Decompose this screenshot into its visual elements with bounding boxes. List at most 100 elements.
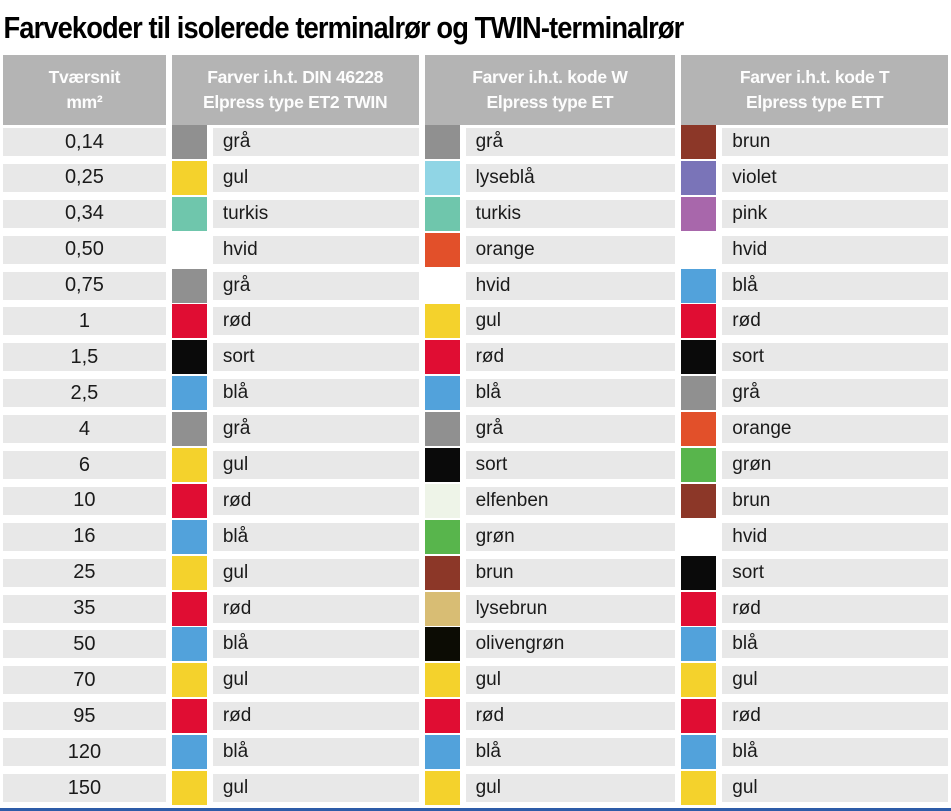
kode-w-color-label: hvid [465, 271, 676, 300]
kode-w-color-label: gul [465, 307, 676, 336]
kode-w-color-swatch [424, 555, 460, 590]
din-color-label: gul [212, 774, 419, 803]
cross-section-value: 95 [3, 702, 166, 731]
cross-section-value: 150 [3, 774, 166, 803]
table-row: 2,5 blå blå grå [3, 376, 949, 411]
kode-w-color-swatch [424, 125, 460, 159]
kode-t-color-label: sort [722, 558, 949, 587]
table-row: 10 rød elfenben brun [3, 483, 949, 518]
header-kode-w: Farver i.h.t. kode W Elpress type ET [424, 55, 676, 125]
page-title: Farvekoder til isolerede terminalrør og … [3, 10, 685, 45]
kode-t-color-label: hvid [722, 235, 949, 264]
din-color-cell: gul [171, 555, 419, 590]
kode-w-color-swatch [424, 376, 460, 411]
kode-w-color-label: gul [465, 774, 676, 803]
kode-w-color-cell: elfenben [424, 483, 676, 518]
header-cross-section-line1: Tværsnit [48, 66, 121, 87]
cross-section-value: 25 [3, 558, 166, 587]
din-color-swatch [171, 268, 207, 303]
table-row: 150 gul gul gul [3, 771, 949, 806]
cross-section-value: 4 [3, 415, 166, 444]
din-color-label: gul [212, 163, 419, 192]
table-row: 1 rød gul rød [3, 304, 949, 339]
kode-t-color-swatch [681, 268, 717, 303]
kode-w-color-label: gul [465, 666, 676, 695]
table-row: 6 gul sort grøn [3, 448, 949, 483]
kode-w-color-cell: rød [424, 340, 676, 375]
kode-t-color-swatch [681, 699, 717, 734]
din-color-swatch [171, 196, 207, 231]
table-row: 16 blå grøn hvid [3, 519, 949, 554]
din-color-cell: grå [171, 412, 419, 447]
header-din-line1: Farver i.h.t. DIN 46228 [207, 66, 384, 87]
table-header-row: Tværsnit mm² Farver i.h.t. DIN 46228 Elp… [3, 55, 949, 125]
din-color-swatch [171, 627, 207, 662]
kode-w-color-label: blå [465, 738, 676, 767]
kode-w-color-cell: blå [424, 376, 676, 411]
din-color-label: turkis [212, 199, 419, 228]
kode-w-color-swatch [424, 627, 460, 662]
kode-w-color-label: orange [465, 235, 676, 264]
din-color-label: gul [212, 666, 419, 695]
kode-w-color-cell: lysebrun [424, 591, 676, 626]
kode-w-color-swatch [424, 735, 460, 770]
kode-w-color-swatch [424, 304, 460, 339]
din-color-cell: blå [171, 376, 419, 411]
kode-t-color-swatch [681, 412, 717, 447]
din-color-cell: grå [171, 268, 419, 303]
kode-t-color-label: grøn [722, 451, 949, 480]
kode-w-color-cell: grå [424, 412, 676, 447]
din-color-label: grå [212, 415, 419, 444]
kode-t-color-swatch [681, 376, 717, 411]
header-cross-section: Tværsnit mm² [3, 55, 166, 125]
kode-w-color-cell: lyseblå [424, 160, 676, 195]
kode-t-color-cell: blå [681, 735, 949, 770]
kode-t-color-swatch [681, 340, 717, 375]
kode-t-color-cell: hvid [681, 232, 949, 267]
kode-w-color-cell: blå [424, 735, 676, 770]
din-color-swatch [171, 735, 207, 770]
kode-t-color-label: rød [722, 594, 949, 623]
header-kode-w-line2: Elpress type ET [486, 92, 614, 112]
din-color-swatch [171, 771, 207, 806]
kode-w-color-label: sort [465, 451, 676, 480]
kode-t-color-label: brun [722, 486, 949, 515]
cross-section-value: 50 [3, 630, 166, 659]
din-color-label: sort [212, 343, 419, 372]
cross-section-value: 70 [3, 666, 166, 695]
kode-w-color-cell: brun [424, 555, 676, 590]
kode-t-color-swatch [681, 555, 717, 590]
kode-t-color-swatch [681, 519, 717, 554]
kode-t-color-cell: orange [681, 412, 949, 447]
kode-w-color-swatch [424, 591, 460, 626]
din-color-cell: gul [171, 663, 419, 698]
header-kode-t-line2: Elpress type ETT [746, 92, 884, 112]
kode-t-color-cell: grå [681, 376, 949, 411]
kode-t-color-swatch [681, 304, 717, 339]
cross-section-value: 2,5 [3, 379, 166, 408]
din-color-swatch [171, 125, 207, 159]
kode-w-color-swatch [424, 771, 460, 806]
kode-w-color-swatch [424, 663, 460, 698]
cross-section-value: 1 [3, 307, 166, 336]
din-color-label: gul [212, 451, 419, 480]
kode-t-color-cell: sort [681, 555, 949, 590]
din-color-cell: sort [171, 340, 419, 375]
kode-t-color-cell: pink [681, 196, 949, 231]
kode-w-color-label: brun [465, 558, 676, 587]
din-color-swatch [171, 304, 207, 339]
kode-t-color-label: orange [722, 415, 949, 444]
kode-w-color-label: blå [465, 379, 676, 408]
kode-t-color-swatch [681, 627, 717, 662]
cross-section-value: 0,14 [3, 128, 166, 156]
kode-w-color-cell: gul [424, 304, 676, 339]
table-row: 0,14 grå grå brun [3, 125, 949, 159]
din-color-cell: blå [171, 519, 419, 554]
table-row: 120 blå blå blå [3, 735, 949, 770]
din-color-swatch [171, 160, 207, 195]
kode-t-color-label: gul [722, 774, 949, 803]
kode-w-color-swatch [424, 412, 460, 447]
din-color-swatch [171, 340, 207, 375]
table-row: 95 rød rød rød [3, 699, 949, 734]
